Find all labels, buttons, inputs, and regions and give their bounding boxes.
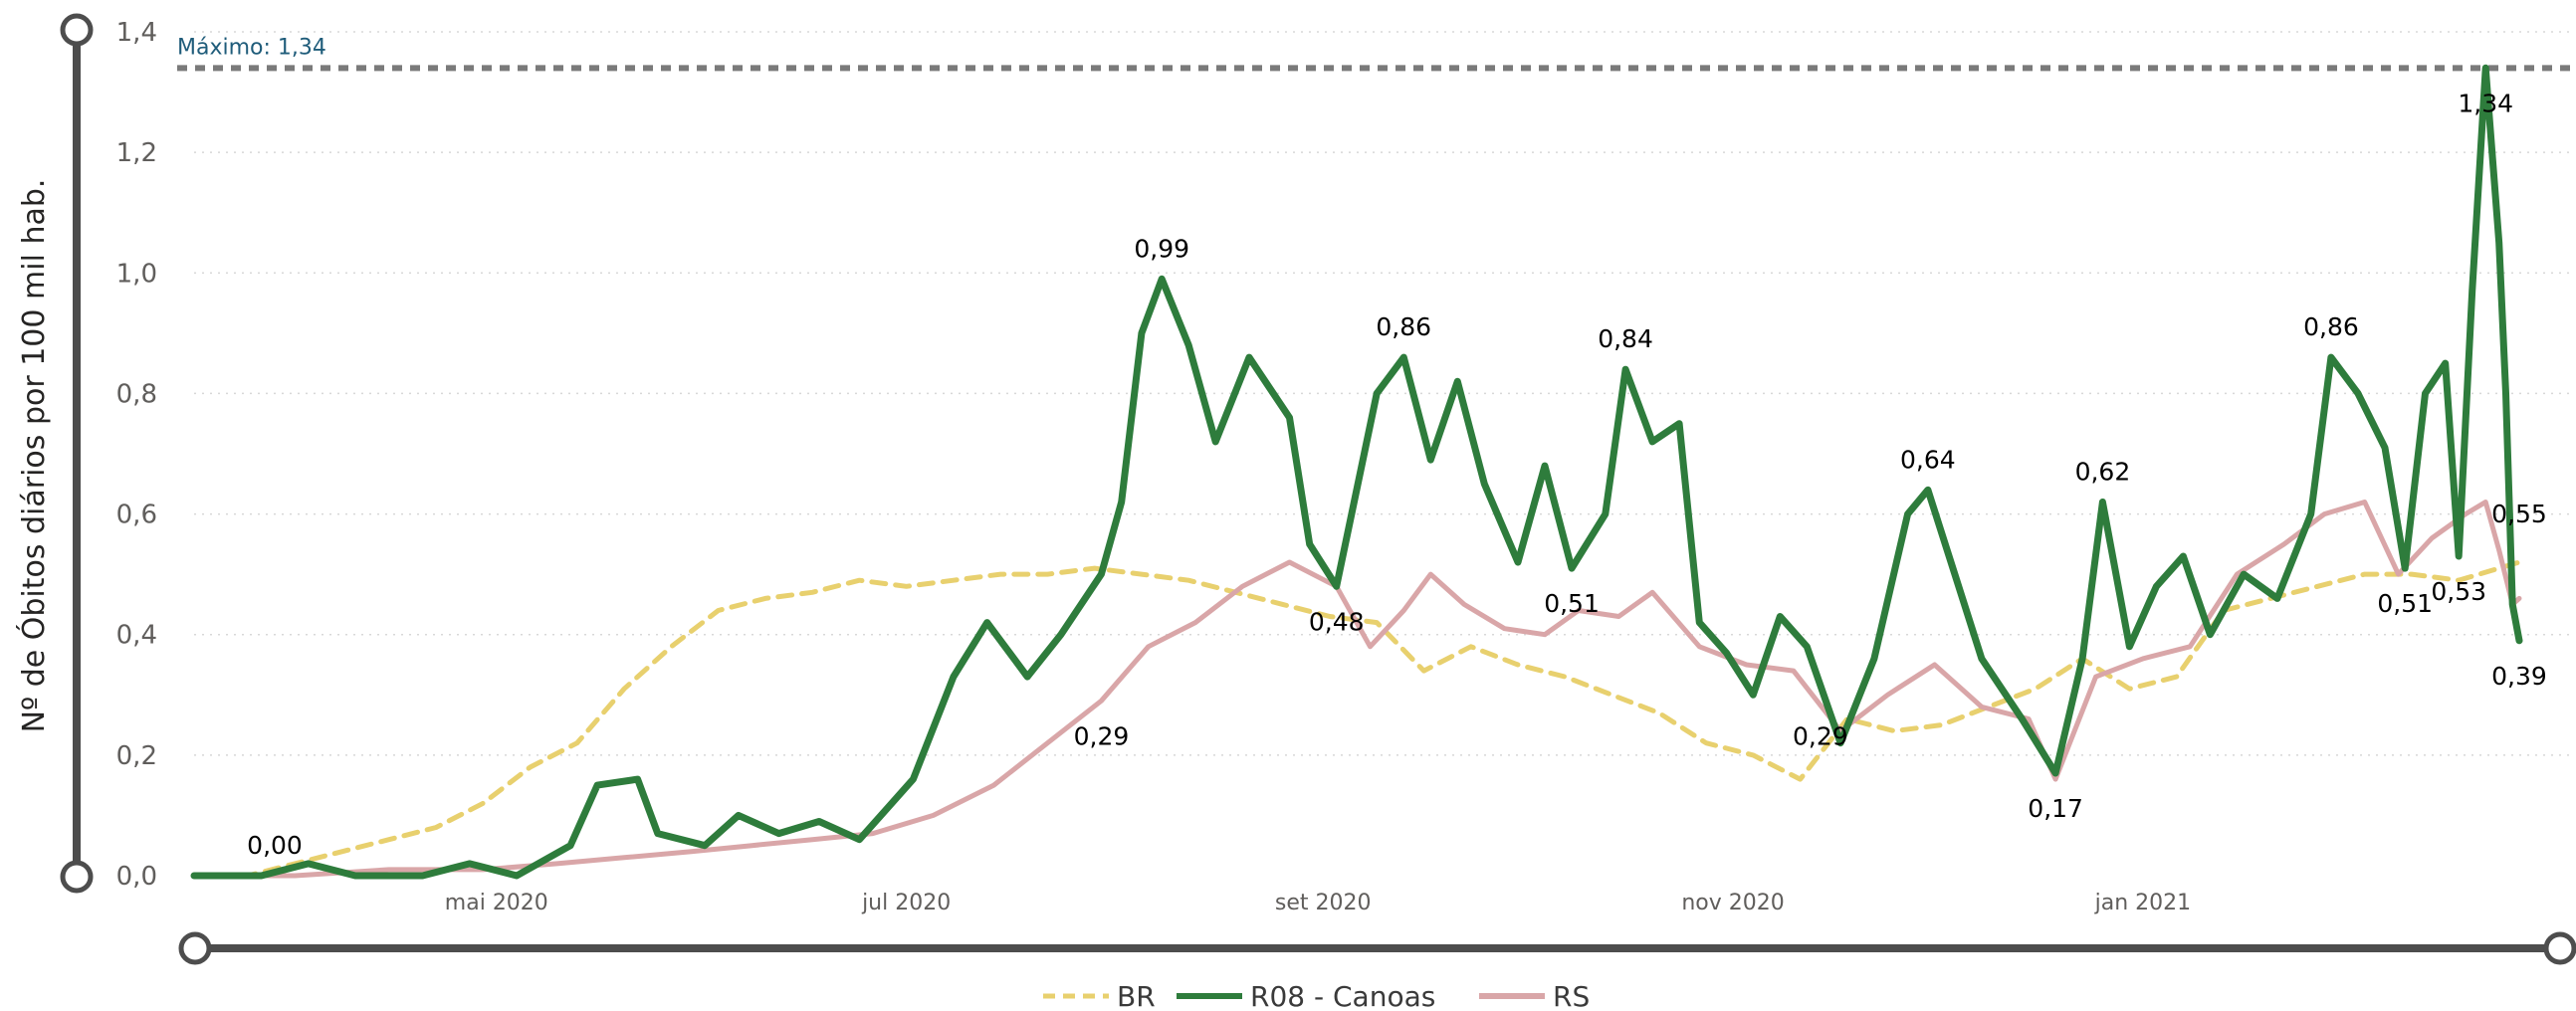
x-tick-label: set 2020 xyxy=(1275,891,1372,915)
legend: BR R08 - Canoas RS xyxy=(1043,980,1590,1011)
legend-label: BR xyxy=(1117,980,1156,1011)
series-lines xyxy=(190,64,2523,880)
data-label: 0,51 xyxy=(2377,589,2433,618)
y-tick-label: 0,6 xyxy=(116,501,157,530)
data-label: 0,29 xyxy=(1793,721,1848,750)
series-line-r08-canoas xyxy=(190,64,2523,880)
y-tick-label: 1,0 xyxy=(116,259,157,289)
y-axis-title: Nº de Óbitos diários por 100 mil hab. xyxy=(15,179,52,733)
data-label: 0,51 xyxy=(1544,589,1600,618)
max-reference-label: Máximo: 1,34 xyxy=(177,35,326,60)
y-tick-label: 1,4 xyxy=(116,18,157,48)
data-label: 0,62 xyxy=(2075,457,2131,486)
y-tick-label: 0,8 xyxy=(116,379,157,409)
data-label: 1,34 xyxy=(2458,89,2513,117)
series-line-rs xyxy=(191,500,2522,879)
data-label: 0,17 xyxy=(2028,794,2083,823)
x-tick-label: jan 2021 xyxy=(2094,891,2192,915)
axes: 0,0 0,2 0,4 0,6 0,8 1,0 1,2 1,4 Nº de Óbitos diá… xyxy=(15,13,2576,965)
x-slider-handle-left xyxy=(178,931,212,965)
data-label: 0,00 xyxy=(247,831,303,860)
x-slider-handle-right xyxy=(2543,931,2576,965)
x-tick-label: jul 2020 xyxy=(861,891,951,915)
data-label: 0,29 xyxy=(1074,721,1130,750)
data-label: 0,86 xyxy=(2303,312,2359,341)
x-tick-label: mai 2020 xyxy=(445,891,548,915)
data-label: 0,48 xyxy=(1309,607,1365,636)
y-tick-label: 0,2 xyxy=(116,741,157,771)
x-tick-label: nov 2020 xyxy=(1681,891,1784,915)
legend-label: R08 - Canoas xyxy=(1250,980,1435,1011)
legend-label: RS xyxy=(1553,980,1590,1011)
y-slider-handle-top xyxy=(60,13,94,47)
y-tick-label: 0,0 xyxy=(116,862,157,892)
data-label: 0,64 xyxy=(1900,445,1956,474)
grid xyxy=(194,31,2573,756)
data-label: 0,39 xyxy=(2491,662,2547,691)
y-tick-label: 1,2 xyxy=(116,138,157,168)
data-label: 0,99 xyxy=(1134,234,1189,263)
data-label: 0,55 xyxy=(2491,500,2547,528)
data-label: 0,84 xyxy=(1598,324,1653,353)
data-label: 0,86 xyxy=(1376,312,1431,341)
reference-line-group: Máximo: 1,34 xyxy=(177,35,2573,72)
y-slider-handle-bottom xyxy=(60,860,94,894)
y-tick-label: 0,4 xyxy=(116,621,157,651)
data-labels: 0,00 0,29 0,99 0,48 0,86 0,51 0,84 0,29 0,64 0,17… xyxy=(247,89,2547,860)
data-label: 0,53 xyxy=(2431,577,2486,606)
